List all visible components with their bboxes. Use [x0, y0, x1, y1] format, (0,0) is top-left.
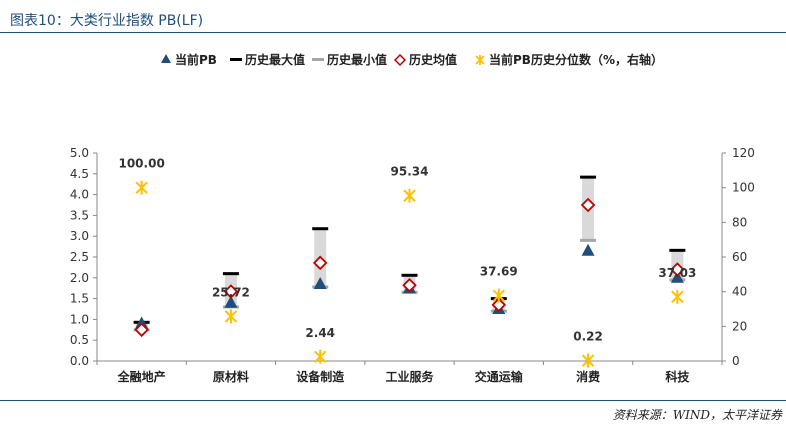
chart: 0.0 0.5 1.0 1.5 2.0 2.5 3.0 3.5 4.0 4.5 5.0 0 20 40 60… — [70, 52, 755, 384]
y-left-tick-label: 2.5 — [70, 250, 89, 264]
y-left-tick-label: 0.0 — [70, 354, 89, 368]
percentile-data-label: 37.03 — [658, 266, 696, 280]
legend-hist-mean-symbol — [393, 53, 407, 67]
chart-title: 图表10：大类行业指数 PB(LF) — [10, 13, 204, 29]
y-left-tick-label: 1.5 — [70, 292, 89, 306]
hist-mean-point — [580, 197, 596, 213]
legend-hist-mean-label: 历史均值 — [409, 52, 457, 67]
legend-current-pb-symbol — [161, 54, 171, 63]
y-left-tick-label: 3.5 — [70, 208, 89, 222]
hist-mean-point — [223, 284, 239, 299]
y-right-tick-label: 0 — [732, 354, 740, 368]
y-left-tick-label: 4.5 — [70, 167, 89, 181]
y-left-tick-label: 3.0 — [70, 229, 89, 243]
hist-mean-point — [134, 322, 149, 338]
current-pb-point — [224, 295, 238, 308]
hist-max-mark — [669, 248, 686, 252]
percentile-data-label: 95.34 — [391, 165, 429, 179]
current-pb-point — [581, 243, 595, 256]
y-left-tick-label: 0.5 — [70, 333, 89, 347]
percentile-point — [135, 180, 148, 195]
hist-mean-point — [312, 255, 328, 271]
percentile-data-label: 0.22 — [573, 330, 603, 344]
hist-max-mark — [312, 227, 329, 231]
hist-mean-point — [402, 278, 417, 293]
y-right-tick-label: 120 — [732, 146, 755, 160]
legend-hist-max-label: 历史最大值 — [245, 52, 305, 67]
percentile-point — [224, 309, 238, 324]
source-note: 资料来源：WIND，太平洋证券 — [612, 408, 782, 422]
percentile-data-label: 2.44 — [305, 326, 335, 340]
y-right-tick-label: 100 — [732, 181, 755, 195]
percentile-point — [671, 289, 684, 304]
x-tick-label: 全融地产 — [117, 369, 166, 384]
y-right-tick-label: 20 — [732, 319, 747, 333]
chart-header: 图表10：大类行业指数 PB(LF) — [0, 0, 786, 38]
hist-max-mark — [580, 175, 597, 179]
legend-hist-max-symbol — [230, 58, 242, 61]
percentile-point — [403, 188, 416, 203]
x-tick-label: 消费 — [576, 369, 600, 384]
percentile-data-label: 100.00 — [118, 157, 164, 171]
footer-rule — [0, 400, 786, 401]
legend-current-pb-label: 当前PB — [175, 52, 217, 67]
percentile-data-label: 25.72 — [212, 285, 250, 299]
x-tick-label: 科技 — [665, 369, 690, 384]
x-tick-label: 交通运输 — [475, 369, 524, 384]
hist-mean-point — [491, 297, 507, 313]
y-right-tick-label: 40 — [732, 285, 747, 299]
percentile-point — [492, 288, 505, 303]
y-right-tick-label: 80 — [732, 215, 747, 229]
legend-percentile-label: 当前PB历史分位数（%，右轴） — [489, 52, 663, 67]
y-right-tick-label: 60 — [732, 250, 747, 264]
legend-hist-min-label: 历史最小值 — [327, 52, 387, 67]
y-left-tick-label: 1.0 — [70, 312, 89, 326]
x-tick-label: 原材料 — [213, 369, 249, 384]
header-rule — [0, 32, 786, 33]
current-pb-point — [670, 270, 684, 283]
y-left-tick-label: 5.0 — [70, 146, 89, 160]
hist-min-mark — [580, 238, 597, 242]
hist-max-mark — [222, 272, 239, 276]
x-tick-label: 设备制造 — [296, 369, 345, 384]
percentile-point — [581, 353, 595, 368]
percentile-data-label: 37.69 — [480, 265, 518, 279]
x-tick-label: 工业服务 — [385, 369, 434, 384]
current-pb-point — [313, 277, 327, 290]
hist-max-mark — [401, 273, 418, 277]
percentile-point — [314, 349, 327, 364]
legend-hist-min-symbol — [312, 58, 324, 61]
y-left-tick-label: 4.0 — [70, 188, 89, 202]
y-left-tick-label: 2.0 — [70, 271, 89, 285]
legend-percentile-symbol — [475, 55, 485, 65]
hist-mean-point — [670, 262, 685, 277]
